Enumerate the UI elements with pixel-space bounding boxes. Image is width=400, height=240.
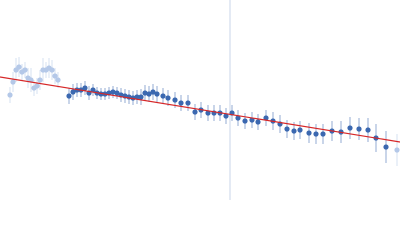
data-point <box>356 126 362 132</box>
data-point <box>172 97 178 103</box>
data-point <box>394 147 400 153</box>
data-point <box>223 113 229 119</box>
data-point <box>70 89 76 95</box>
data-point <box>16 64 22 70</box>
data-point <box>134 94 140 100</box>
data-point <box>242 118 248 124</box>
data-point <box>383 144 389 150</box>
data-point <box>160 93 166 99</box>
data-point <box>284 126 290 132</box>
data-point <box>347 125 353 131</box>
data-point <box>114 90 120 96</box>
data-point <box>185 100 191 106</box>
data-point <box>146 91 152 97</box>
data-point <box>297 127 303 133</box>
data-point <box>37 77 43 83</box>
data-point <box>154 91 160 97</box>
fit-line <box>0 76 400 143</box>
data-point <box>313 131 319 137</box>
data-point <box>235 115 241 121</box>
data-point <box>34 83 40 89</box>
data-point <box>10 79 16 85</box>
data-point <box>192 109 198 115</box>
data-point <box>205 110 211 116</box>
data-point <box>7 92 13 98</box>
data-point <box>138 94 144 100</box>
data-point <box>255 119 261 125</box>
data-point <box>22 67 28 73</box>
data-point <box>306 130 312 136</box>
data-point <box>52 73 58 79</box>
data-point <box>110 89 116 95</box>
data-point <box>142 90 148 96</box>
data-point <box>82 85 88 91</box>
data-point <box>178 100 184 106</box>
data-point <box>55 77 61 83</box>
chart <box>0 0 400 200</box>
data-point <box>165 95 171 101</box>
data-point <box>150 89 156 95</box>
data-point <box>66 93 72 99</box>
data-point <box>291 128 297 134</box>
data-point <box>320 131 326 137</box>
data-point <box>365 127 371 133</box>
data-point <box>263 115 269 121</box>
data-point <box>49 67 55 73</box>
